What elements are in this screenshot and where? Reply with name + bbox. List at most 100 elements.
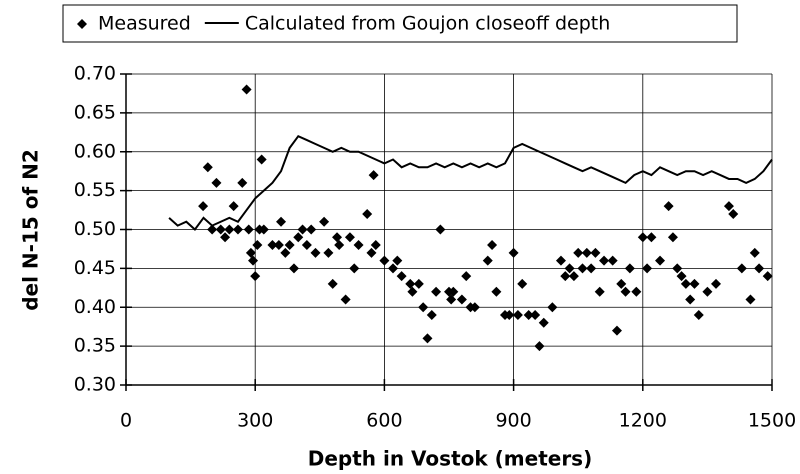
marker <box>745 294 756 305</box>
marker <box>491 286 502 297</box>
marker <box>413 278 424 289</box>
marker <box>689 278 700 289</box>
marker <box>523 310 534 321</box>
marker <box>306 224 317 235</box>
marker <box>243 224 254 235</box>
marker <box>288 263 299 274</box>
marker <box>228 201 239 212</box>
legend-box <box>62 4 738 43</box>
marker <box>555 255 566 266</box>
marker <box>237 177 248 188</box>
marker <box>293 232 304 243</box>
marker <box>693 310 704 321</box>
marker <box>762 271 773 282</box>
marker <box>508 247 519 258</box>
marker <box>344 232 355 243</box>
marker <box>504 310 515 321</box>
marker <box>728 208 739 219</box>
marker <box>297 224 308 235</box>
marker <box>568 271 579 282</box>
marker <box>435 224 446 235</box>
x-axis-title: Depth in Vostok (meters) <box>308 447 592 471</box>
marker <box>370 240 381 251</box>
marker <box>611 325 622 336</box>
marker <box>426 310 437 321</box>
marker <box>469 302 480 313</box>
x-tick-label: 300 <box>237 410 273 432</box>
marker <box>310 247 321 258</box>
marker <box>422 333 433 344</box>
marker <box>388 263 399 274</box>
marker <box>250 271 261 282</box>
y-tick-label: 0.40 <box>74 296 116 318</box>
marker <box>560 271 571 282</box>
marker <box>319 216 330 227</box>
marker <box>280 247 291 258</box>
marker <box>215 224 226 235</box>
marker <box>642 263 653 274</box>
marker <box>211 177 222 188</box>
marker <box>624 263 635 274</box>
marker <box>631 286 642 297</box>
marker <box>655 255 666 266</box>
marker <box>538 317 549 328</box>
marker <box>353 240 364 251</box>
marker <box>607 255 618 266</box>
y-tick-label: 0.60 <box>74 140 116 162</box>
marker <box>379 255 390 266</box>
y-tick-label: 0.30 <box>74 374 116 396</box>
marker <box>405 278 416 289</box>
marker <box>676 271 687 282</box>
marker <box>301 240 312 251</box>
marker <box>448 286 459 297</box>
marker <box>332 232 343 243</box>
marker <box>396 271 407 282</box>
marker <box>323 247 334 258</box>
marker <box>366 247 377 258</box>
marker <box>256 154 267 165</box>
marker <box>616 278 627 289</box>
marker <box>248 255 259 266</box>
marker <box>530 310 541 321</box>
x-tick-label: 600 <box>366 410 402 432</box>
marker <box>487 240 498 251</box>
legend-label: Calculated from Goujon closeoff depth <box>245 13 610 35</box>
marker <box>736 263 747 274</box>
marker <box>667 232 678 243</box>
marker <box>680 278 691 289</box>
marker <box>594 286 605 297</box>
marker <box>220 232 231 243</box>
legend-label: Measured <box>98 13 191 35</box>
marker <box>258 224 269 235</box>
x-tick-label: 900 <box>495 410 531 432</box>
marker <box>534 341 545 352</box>
y-tick-label: 0.35 <box>74 335 116 357</box>
marker <box>590 247 601 258</box>
marker <box>461 271 472 282</box>
x-tick-label: 1500 <box>748 410 796 432</box>
legend-marker <box>77 19 87 29</box>
marker <box>334 240 345 251</box>
line-series <box>168 134 773 231</box>
marker <box>646 232 657 243</box>
marker <box>349 263 360 274</box>
marker <box>586 263 597 274</box>
marker <box>702 286 713 297</box>
marker <box>407 286 418 297</box>
marker <box>564 263 575 274</box>
y-tick-label: 0.50 <box>74 218 116 240</box>
marker <box>368 170 379 181</box>
marker <box>245 247 256 258</box>
marker <box>431 286 442 297</box>
marker <box>685 294 696 305</box>
marker <box>392 255 403 266</box>
marker <box>723 201 734 212</box>
y-axis-title: del N-15 of N2 <box>19 149 43 311</box>
y-tick-label: 0.70 <box>74 63 116 85</box>
marker <box>224 224 235 235</box>
marker <box>547 302 558 313</box>
marker <box>241 84 252 95</box>
marker <box>711 278 722 289</box>
marker <box>482 255 493 266</box>
marker <box>456 294 467 305</box>
